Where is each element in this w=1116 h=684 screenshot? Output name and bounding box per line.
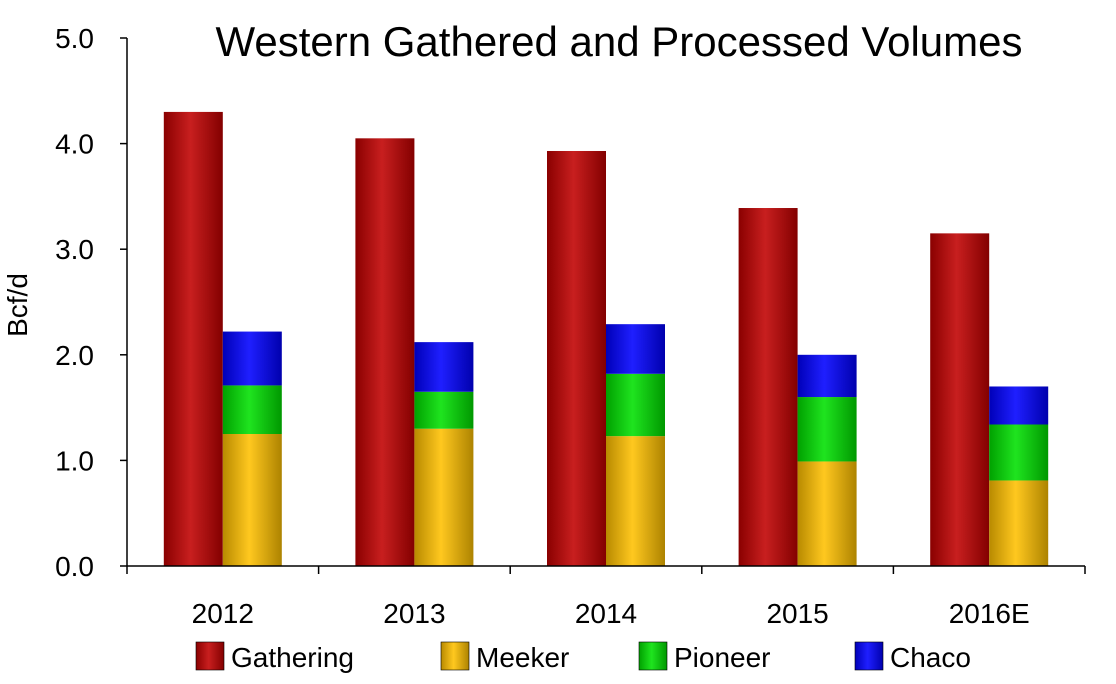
y-tick-label: 5.0 [55, 23, 94, 54]
bar-gathering-2012 [163, 111, 223, 567]
y-tick-label: 4.0 [55, 129, 94, 160]
y-axis-label: Bcf/d [2, 273, 33, 337]
legend: Gathering Meeker Pioneer Chaco [195, 641, 971, 673]
bar-gathering-2014 [547, 150, 606, 566]
bar-pioneer-2012 [222, 385, 282, 434]
bars [163, 111, 1049, 567]
bar-pioneer-2016e [989, 424, 1049, 481]
y-tick-label: 3.0 [55, 234, 94, 265]
legend-label-chaco: Chaco [890, 642, 971, 673]
legend-label-gathering: Gathering [231, 642, 354, 673]
x-tick-label: 2016E [949, 598, 1030, 629]
y-axis: 0.0 1.0 2.0 3.0 4.0 5.0 [55, 23, 128, 582]
legend-label-pioneer: Pioneer [674, 642, 771, 673]
bar-meeker-2013 [414, 428, 474, 566]
y-tick-label: 2.0 [55, 340, 94, 371]
bar-chaco-2014 [606, 324, 665, 374]
legend-swatch-gathering [195, 641, 225, 671]
bar-gathering-2016e [930, 233, 990, 567]
bar-meeker-2016e [989, 480, 1049, 566]
legend-swatch-chaco [854, 641, 884, 671]
y-tick-label: 0.0 [55, 551, 94, 582]
legend-swatch-meeker [440, 641, 470, 671]
chart-title: Western Gathered and Processed Volumes [215, 18, 1022, 65]
bar-chaco-2012 [222, 331, 282, 386]
x-tick-label: 2014 [575, 598, 637, 629]
x-axis: 2012 2013 2014 2015 2016E [126, 565, 1086, 629]
x-tick-label: 2012 [192, 598, 254, 629]
bar-chaco-2016e [989, 386, 1049, 425]
bar-pioneer-2013 [414, 391, 474, 429]
bar-chaco-2015 [797, 354, 857, 398]
x-tick-label: 2013 [383, 598, 445, 629]
bar-pioneer-2014 [606, 373, 665, 437]
bar-meeker-2014 [606, 436, 665, 566]
bar-meeker-2012 [222, 434, 282, 566]
bar-gathering-2015 [738, 208, 798, 567]
bar-pioneer-2015 [797, 397, 857, 462]
legend-swatch-pioneer [638, 641, 668, 671]
x-tick-label: 2015 [766, 598, 828, 629]
bar-chaco-2013 [414, 342, 474, 392]
bar-meeker-2015 [797, 461, 857, 566]
y-tick-label: 1.0 [55, 445, 94, 476]
legend-label-meeker: Meeker [476, 642, 569, 673]
bar-gathering-2013 [355, 138, 415, 566]
